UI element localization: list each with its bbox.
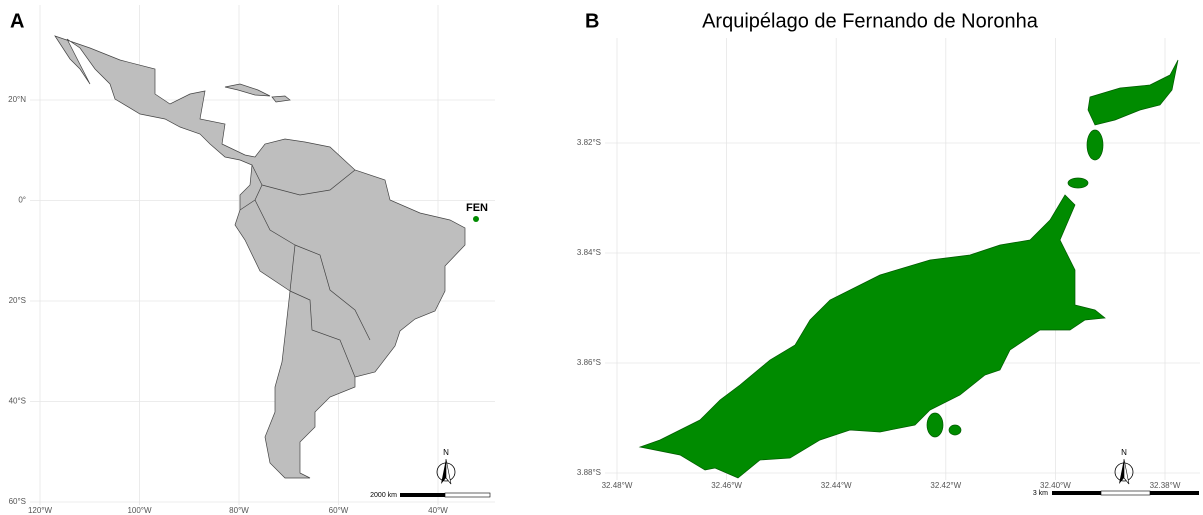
fen-point — [473, 216, 479, 222]
scale-bar: 2000 km — [370, 492, 491, 499]
y-tick-label: 0° — [18, 196, 26, 205]
islet — [948, 424, 962, 436]
x-tick-label: 32.42°W — [930, 481, 961, 490]
y-tick-label: 3.82°S — [577, 138, 601, 147]
x-tick-label: 32.38°W — [1150, 481, 1181, 490]
panel-label: A — [10, 10, 24, 32]
x-tick-label: 40°W — [428, 506, 448, 515]
north-label: N — [443, 448, 449, 457]
mainland — [54, 35, 466, 479]
north-arrow: N — [1114, 448, 1134, 485]
y-tick-label: 60°S — [9, 497, 26, 506]
x-tick-label: 32.40°W — [1040, 481, 1071, 490]
scale-label: 2000 km — [370, 492, 397, 499]
x-tick-label: 100°W — [127, 506, 152, 515]
islet — [926, 412, 944, 438]
borders — [294, 244, 371, 341]
y-tick-label: 20°S — [9, 296, 26, 305]
x-tick-label: 120°W — [28, 506, 53, 515]
borders — [254, 199, 296, 292]
hispaniola — [271, 95, 291, 103]
x-tick-label: 32.48°W — [602, 481, 633, 490]
latin-america — [54, 35, 466, 479]
fen-label: FEN — [466, 202, 488, 214]
y-tick-label: 3.84°S — [577, 248, 601, 257]
borders — [239, 164, 263, 211]
x-tick-label: 32.46°W — [711, 481, 742, 490]
panel-label: B — [585, 10, 599, 32]
islet — [1086, 129, 1104, 161]
cuba — [224, 83, 271, 97]
north-label: N — [1121, 448, 1127, 457]
north-arrow: N — [436, 448, 456, 485]
x-tick-label: 60°W — [329, 506, 349, 515]
map-title: Arquipélago de Fernando de Noronha — [702, 10, 1039, 32]
borders — [261, 169, 356, 196]
y-tick-label: 3.86°S — [577, 358, 601, 367]
x-tick-label: 32.44°W — [821, 481, 852, 490]
y-tick-label: 40°S — [9, 397, 26, 406]
islet — [1087, 59, 1179, 126]
scale-label: 3 km — [1033, 490, 1048, 497]
x-tick-label: 80°W — [229, 506, 249, 515]
islet — [1067, 177, 1089, 189]
borders — [289, 290, 356, 378]
main-island — [638, 194, 1106, 479]
scale-bar: 3 km — [1033, 490, 1199, 497]
y-tick-label: 20°N — [8, 95, 26, 104]
noronha — [638, 59, 1179, 479]
y-tick-label: 3.88°S — [577, 468, 601, 477]
